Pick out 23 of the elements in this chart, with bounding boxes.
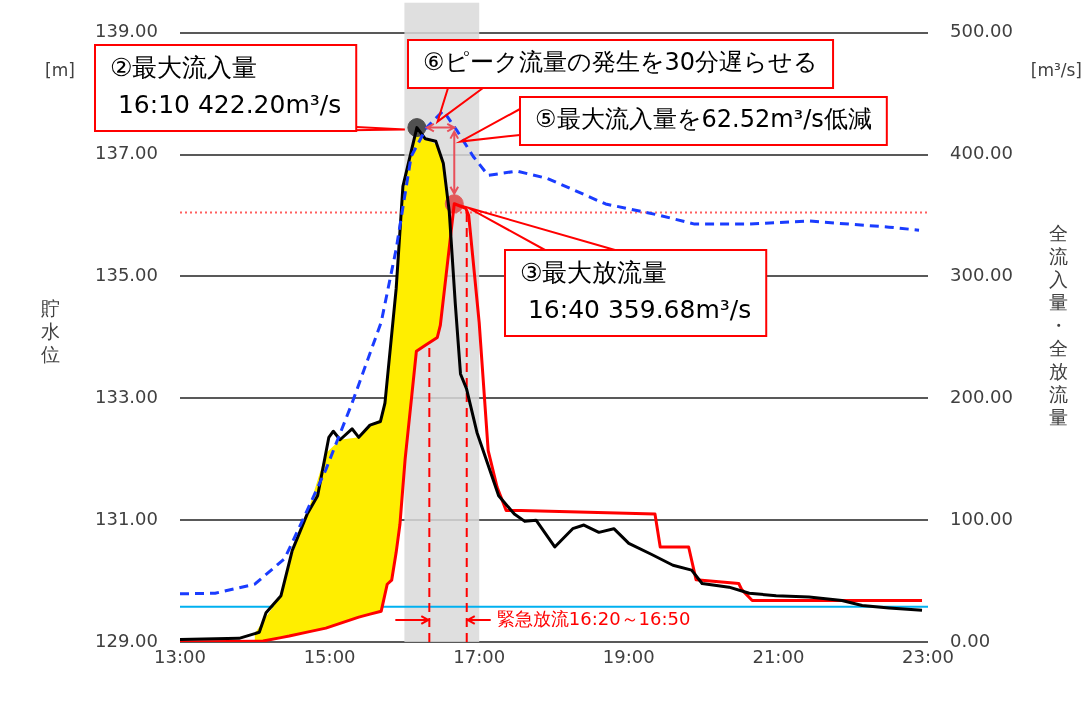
x-tick-label: 19:00 xyxy=(602,646,655,668)
y-tick-label: 139.00 xyxy=(95,20,158,42)
annotation: ⑥ピーク流量の発生を30分遅らせる xyxy=(423,48,819,77)
annotation: 緊急放流16:20～16:50 xyxy=(496,607,691,629)
y-tick-label: 135.00 xyxy=(95,264,158,286)
x-tick-label: 21:00 xyxy=(752,646,805,668)
annotation: ③最大放流量 16:40 359.68m³/s xyxy=(520,258,752,324)
y2-tick-label: 400.00 xyxy=(950,142,1013,164)
y2-tick-label: 300.00 xyxy=(950,264,1013,286)
y2-tick-label: 200.00 xyxy=(950,385,1013,407)
y-tick-label: 133.00 xyxy=(95,385,158,407)
y-tick-label: 137.00 xyxy=(95,142,158,164)
x-tick-label: 17:00 xyxy=(453,646,506,668)
annotation: ⑤最大流入量を62.52m³/s低減 xyxy=(535,105,872,134)
x-tick-label: 15:00 xyxy=(303,646,356,668)
y2-tick-label: 500.00 xyxy=(950,20,1013,42)
annotation: ②最大流入量 16:10 422.20m³/s xyxy=(110,53,342,119)
y-tick-label: 131.00 xyxy=(95,507,158,529)
text: [m] xyxy=(45,60,75,81)
text: 全流入量・全放流量 xyxy=(1048,221,1068,428)
text: [m³/s] xyxy=(1030,60,1082,81)
y2-tick-label: 100.00 xyxy=(950,507,1013,529)
y-axis-title: 貯水位 xyxy=(40,296,60,365)
